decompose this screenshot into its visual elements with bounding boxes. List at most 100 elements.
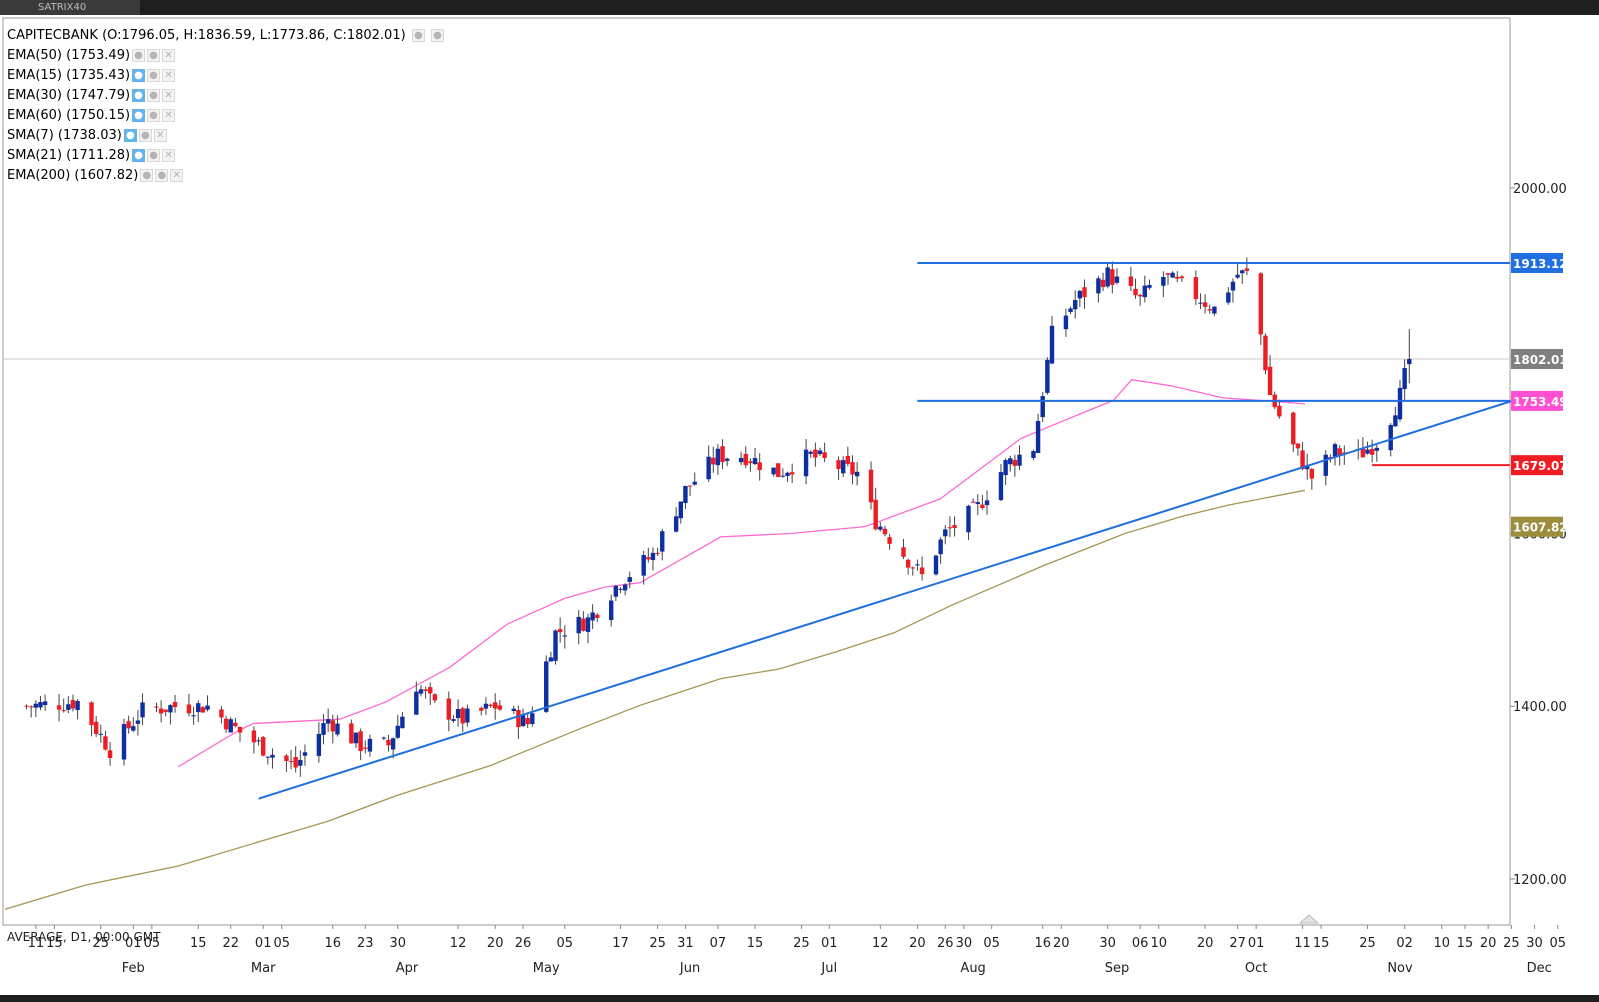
settings-icon[interactable]: ● (147, 149, 161, 162)
candle-up[interactable] (1305, 465, 1310, 470)
candle-up[interactable] (1170, 272, 1175, 278)
candle-down[interactable] (1342, 452, 1347, 454)
candle-up[interactable] (228, 719, 233, 733)
candle-up[interactable] (841, 460, 846, 474)
candle-down[interactable] (557, 629, 563, 633)
candle-up[interactable] (465, 708, 470, 723)
candle-down[interactable] (423, 689, 428, 692)
candle-down[interactable] (970, 501, 976, 503)
candle-up[interactable] (38, 702, 43, 708)
candle-down[interactable] (251, 730, 257, 743)
candle-up[interactable] (1105, 267, 1110, 287)
candle-up[interactable] (1063, 315, 1069, 330)
candle-down[interactable] (1258, 273, 1263, 335)
candle-down[interactable] (288, 760, 294, 762)
candle-up[interactable] (390, 738, 396, 750)
candle-down[interactable] (1012, 459, 1018, 466)
candle-up[interactable] (1161, 277, 1166, 286)
candle-down[interactable] (1128, 276, 1134, 287)
candle-up[interactable] (609, 600, 614, 621)
candle-up[interactable] (196, 703, 201, 713)
candle-down[interactable] (687, 485, 693, 487)
candle-down[interactable] (868, 469, 874, 503)
candle-up[interactable] (576, 616, 581, 634)
candle-down[interactable] (1291, 412, 1296, 445)
candle-down[interactable] (743, 453, 748, 466)
candle-up[interactable] (590, 612, 595, 621)
settings-icon[interactable]: ● (155, 169, 169, 182)
candle-up[interactable] (683, 486, 688, 504)
candle-up[interactable] (66, 704, 71, 710)
candle-up[interactable] (943, 529, 948, 537)
candle-up[interactable] (1147, 284, 1152, 288)
candle-down[interactable] (70, 700, 76, 709)
candle-up[interactable] (168, 705, 173, 713)
candle-up[interactable] (613, 585, 619, 597)
visibility-toggle-icon[interactable]: ● (132, 49, 146, 62)
candle-down[interactable] (1277, 405, 1282, 417)
candle-down[interactable] (293, 756, 298, 768)
candle-up[interactable] (725, 458, 730, 461)
candle-down[interactable] (479, 707, 484, 711)
candle-up[interactable] (98, 733, 103, 735)
candle-down[interactable] (882, 528, 888, 535)
candle-up[interactable] (752, 458, 758, 465)
candle-down[interactable] (1244, 268, 1250, 271)
candle-down[interactable] (358, 731, 363, 752)
candle-down[interactable] (1133, 288, 1138, 296)
remove-icon[interactable]: ✕ (153, 129, 167, 142)
candle-down[interactable] (200, 707, 206, 713)
candle-up[interactable] (984, 500, 990, 506)
candle-up[interactable] (1035, 420, 1041, 453)
candle-down[interactable] (1179, 276, 1185, 279)
candle-down[interactable] (330, 720, 335, 732)
candle-down[interactable] (850, 462, 855, 475)
candle-down[interactable] (887, 537, 892, 544)
candle-up[interactable] (650, 552, 656, 561)
settings-icon[interactable]: ● (147, 69, 161, 82)
visibility-toggle-icon[interactable]: ● (132, 69, 146, 82)
settings-icon[interactable]: ● (147, 49, 161, 62)
candle-down[interactable] (493, 702, 498, 709)
candle-up[interactable] (367, 738, 373, 752)
candle-up[interactable] (1045, 359, 1050, 393)
candle-up[interactable] (316, 733, 322, 756)
candle-down[interactable] (1267, 366, 1273, 396)
candle-down[interactable] (428, 687, 433, 694)
candle-up[interactable] (1142, 285, 1147, 298)
candle-up[interactable] (1096, 278, 1101, 294)
candle-down[interactable] (905, 559, 911, 568)
candle-down[interactable] (261, 737, 266, 756)
candle-down[interactable] (845, 455, 851, 464)
candle-up[interactable] (678, 501, 683, 519)
candle-up[interactable] (455, 709, 461, 719)
candle-down[interactable] (748, 461, 753, 464)
trendline[interactable] (258, 394, 1531, 800)
candle-up[interactable] (1235, 274, 1240, 278)
candle-up[interactable] (75, 701, 80, 711)
candle-up[interactable] (738, 458, 744, 463)
candle-up[interactable] (1407, 358, 1412, 365)
remove-icon[interactable]: ✕ (162, 109, 176, 122)
visibility-toggle-icon[interactable]: ● (132, 89, 146, 102)
candle-up[interactable] (298, 759, 303, 766)
candle-down[interactable] (1300, 450, 1305, 470)
remove-icon[interactable]: ✕ (162, 49, 176, 62)
candle-up[interactable] (140, 702, 145, 718)
candle-up[interactable] (1374, 447, 1379, 451)
candle-up[interactable] (1226, 292, 1231, 303)
candle-up[interactable] (1323, 454, 1328, 476)
candle-up[interactable] (256, 740, 261, 742)
candle-up[interactable] (414, 691, 419, 715)
candle-down[interactable] (1360, 448, 1366, 458)
remove-icon[interactable]: ✕ (162, 149, 176, 162)
candle-down[interactable] (1137, 294, 1143, 297)
candle-up[interactable] (975, 502, 980, 505)
candle-down[interactable] (822, 452, 827, 458)
candle-down[interactable] (186, 704, 192, 714)
candle-up[interactable] (780, 475, 786, 477)
settings-icon[interactable]: ● (147, 109, 161, 122)
candle-up[interactable] (1077, 290, 1083, 299)
candle-up[interactable] (1332, 444, 1338, 457)
settings-icon[interactable]: ● (430, 29, 444, 42)
